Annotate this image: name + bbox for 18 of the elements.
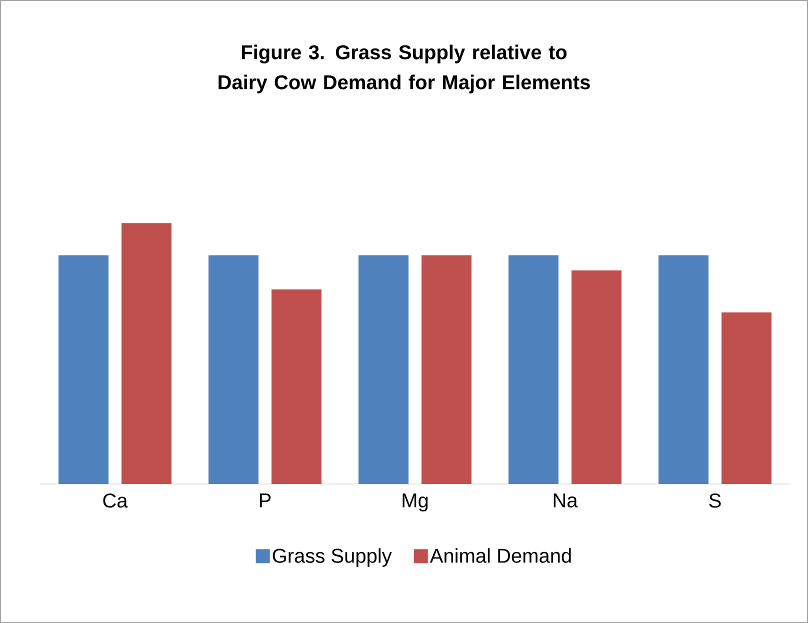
bar — [122, 223, 172, 484]
legend-label: Animal Demand — [430, 548, 571, 563]
x-tick-label: P — [260, 494, 271, 508]
bar — [572, 270, 622, 484]
bar — [422, 255, 472, 484]
x-tick-label: S — [709, 494, 721, 508]
x-tick-label: Ca — [103, 494, 128, 508]
bar — [58, 255, 109, 484]
chart-title: Figure 3. Grass Supply relative to Dairy Cow Demand for Major Elements — [218, 44, 590, 94]
bar — [508, 255, 559, 484]
bar — [272, 289, 322, 484]
bar — [722, 312, 772, 484]
bar — [658, 255, 709, 484]
x-tick-label: Na — [554, 494, 578, 508]
bar — [208, 255, 259, 484]
x-tick-label: Mg — [402, 494, 428, 512]
bar — [358, 255, 409, 484]
legend-label: Grass Supply — [272, 548, 392, 567]
